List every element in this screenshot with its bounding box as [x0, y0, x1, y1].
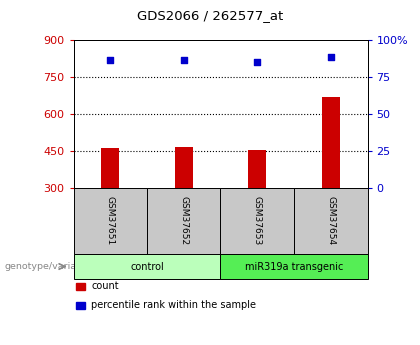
Text: GSM37652: GSM37652: [179, 196, 188, 245]
Point: [328, 55, 334, 60]
Point: [181, 58, 187, 63]
Text: GSM37651: GSM37651: [106, 196, 115, 245]
Bar: [322, 97, 340, 188]
Bar: [248, 150, 266, 188]
Text: GDS2066 / 262577_at: GDS2066 / 262577_at: [137, 9, 283, 22]
Bar: [175, 147, 193, 188]
Text: percentile rank within the sample: percentile rank within the sample: [91, 300, 256, 310]
Text: GSM37654: GSM37654: [326, 196, 335, 245]
Text: control: control: [130, 262, 164, 272]
Point: [107, 58, 113, 63]
Point: [254, 59, 261, 65]
Bar: [101, 148, 119, 188]
Text: count: count: [91, 282, 119, 291]
Text: miR319a transgenic: miR319a transgenic: [245, 262, 343, 272]
Text: genotype/variation: genotype/variation: [4, 262, 94, 271]
Text: GSM37653: GSM37653: [253, 196, 262, 245]
